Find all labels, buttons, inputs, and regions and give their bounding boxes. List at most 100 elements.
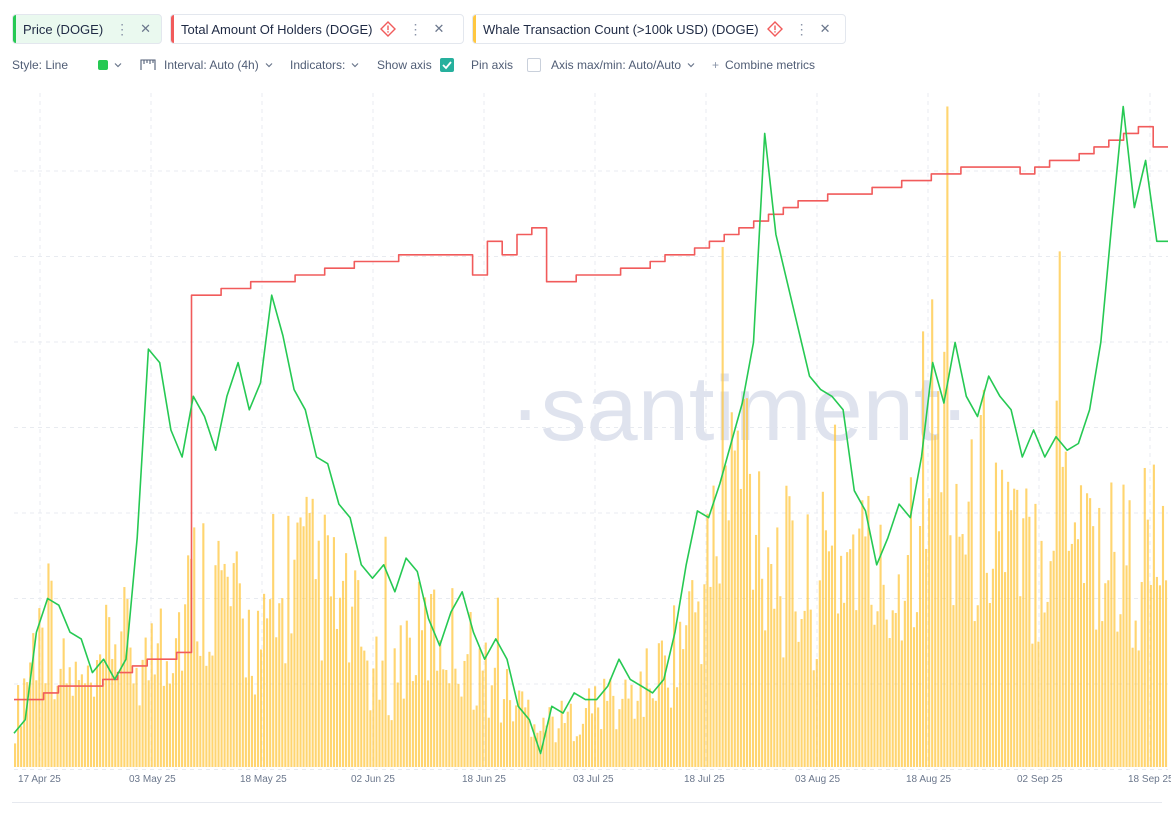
whale-count-bar (50, 580, 53, 767)
whale-count-bar (849, 549, 852, 767)
whale-count-bar (873, 624, 876, 767)
whale-count-bar (855, 610, 858, 767)
style-dropdown[interactable]: Style: Line (12, 56, 68, 74)
pin-axis-checkbox[interactable] (527, 58, 542, 72)
whale-count-bar (17, 685, 20, 767)
whale-count-bar (797, 641, 800, 767)
whale-count-bar (402, 698, 405, 767)
whale-count-bar (220, 570, 223, 767)
whale-count-bar (481, 670, 484, 767)
whale-count-bar (263, 593, 266, 767)
whale-count-bar (815, 659, 818, 767)
whale-count-bar (660, 640, 663, 767)
whale-count-bar (791, 520, 794, 767)
color-picker[interactable] (98, 56, 122, 74)
more-icon[interactable]: ⋮ (115, 20, 129, 37)
whale-count-bar (1104, 583, 1107, 767)
tab-total-holders-doge[interactable]: Total Amount Of Holders (DOGE) ⋮ ✕ (170, 14, 464, 44)
show-axis-label: Show axis (377, 58, 432, 72)
interval-dropdown[interactable]: Interval: Auto (4h) (140, 56, 273, 74)
whale-count-bar (238, 583, 241, 767)
whale-count-bar (323, 514, 326, 767)
whale-count-bar (612, 695, 615, 767)
whale-count-bar (633, 718, 636, 767)
axis-maxmin-label: Axis max/min: Auto/Auto (551, 58, 682, 72)
close-icon[interactable]: ✕ (140, 21, 152, 36)
chart-navigator[interactable] (12, 802, 1162, 813)
whale-count-bar (126, 599, 129, 767)
whale-count-bar (742, 398, 745, 767)
whale-count-bar (703, 584, 706, 767)
whale-count-bar (663, 655, 667, 767)
whale-count-bar (287, 515, 290, 767)
holders-series-line (14, 125, 1168, 701)
whale-count-bar (439, 640, 442, 767)
whale-count-bar (62, 638, 65, 767)
more-icon[interactable]: ⋮ (408, 20, 422, 37)
whale-count-bar (475, 705, 478, 767)
indicators-dropdown[interactable]: Indicators: (290, 56, 359, 74)
whale-count-bar (214, 565, 217, 767)
whale-count-bar (457, 683, 460, 767)
whale-count-bar (411, 681, 414, 767)
whale-count-bar (897, 574, 900, 767)
more-icon[interactable]: ⋮ (794, 20, 809, 37)
whale-count-bar (718, 583, 721, 767)
show-axis-toggle[interactable]: Show axis (377, 56, 454, 74)
chevron-down-icon (351, 63, 359, 68)
whale-count-bar (208, 651, 211, 767)
whale-count-bar (688, 591, 691, 767)
axis-maxmin-dropdown[interactable]: Axis max/min: Auto/Auto (551, 56, 695, 74)
warning-icon[interactable] (766, 21, 783, 37)
show-axis-checkbox[interactable] (439, 58, 454, 72)
whale-count-bar (754, 534, 758, 767)
whale-count-bar (305, 496, 308, 767)
warning-icon[interactable] (380, 21, 397, 37)
whale-count-bar (177, 612, 181, 767)
whale-count-bar (1037, 641, 1040, 767)
pin-axis-toggle[interactable]: Pin axis (471, 56, 542, 74)
whale-count-bar (931, 299, 934, 767)
whale-count-bar (451, 588, 454, 767)
price-series-line (13, 105, 1168, 755)
whale-count-bar (630, 684, 633, 767)
whale-count-bar (964, 554, 967, 767)
whale-count-bar (572, 741, 575, 767)
whale-count-bar (1092, 526, 1095, 767)
whale-count-bar (68, 667, 71, 767)
combine-metrics-button[interactable]: + Combine metrics (712, 56, 815, 74)
whale-count-bar (381, 660, 384, 767)
whale-count-bar (1004, 572, 1007, 767)
whale-count-bar (80, 674, 83, 767)
whale-count-bar (320, 660, 323, 767)
close-icon[interactable]: ✕ (819, 21, 831, 36)
whale-count-bar (1028, 516, 1031, 767)
whale-count-bar (852, 534, 855, 767)
x-tick-label: 18 May 25 (240, 774, 287, 785)
whale-count-bar (20, 726, 23, 767)
whale-count-bar (1013, 488, 1016, 767)
whale-count-bar (89, 682, 93, 767)
whale-count-bar (205, 665, 208, 767)
whale-count-bar (685, 625, 688, 767)
whale-count-bar (1143, 467, 1146, 767)
tab-whale-transactions-doge[interactable]: Whale Transaction Count (>100k USD) (DOG… (472, 14, 846, 44)
whale-count-bar (232, 563, 235, 767)
x-tick-label: 18 Aug 25 (906, 774, 952, 785)
close-icon[interactable]: ✕ (433, 21, 445, 36)
whale-count-bar (469, 612, 472, 767)
whale-count-bar (870, 604, 873, 767)
whale-count-bar (782, 657, 785, 767)
whale-count-bar (1079, 485, 1083, 767)
whale-count-bar (609, 678, 612, 767)
whale-count-bar (436, 670, 439, 767)
chart-canvas[interactable]: ·santiment· (0, 85, 1171, 773)
whale-count-bar (636, 700, 639, 767)
whale-count-bar (809, 609, 812, 767)
tab-price-doge[interactable]: Price (DOGE) ⋮ ✕ (12, 14, 162, 44)
whale-count-bar (1046, 601, 1049, 767)
whale-count-bar (144, 637, 147, 767)
whale-count-bar (530, 736, 533, 767)
whale-count-bar (894, 612, 897, 767)
whale-count-bar (846, 552, 849, 767)
